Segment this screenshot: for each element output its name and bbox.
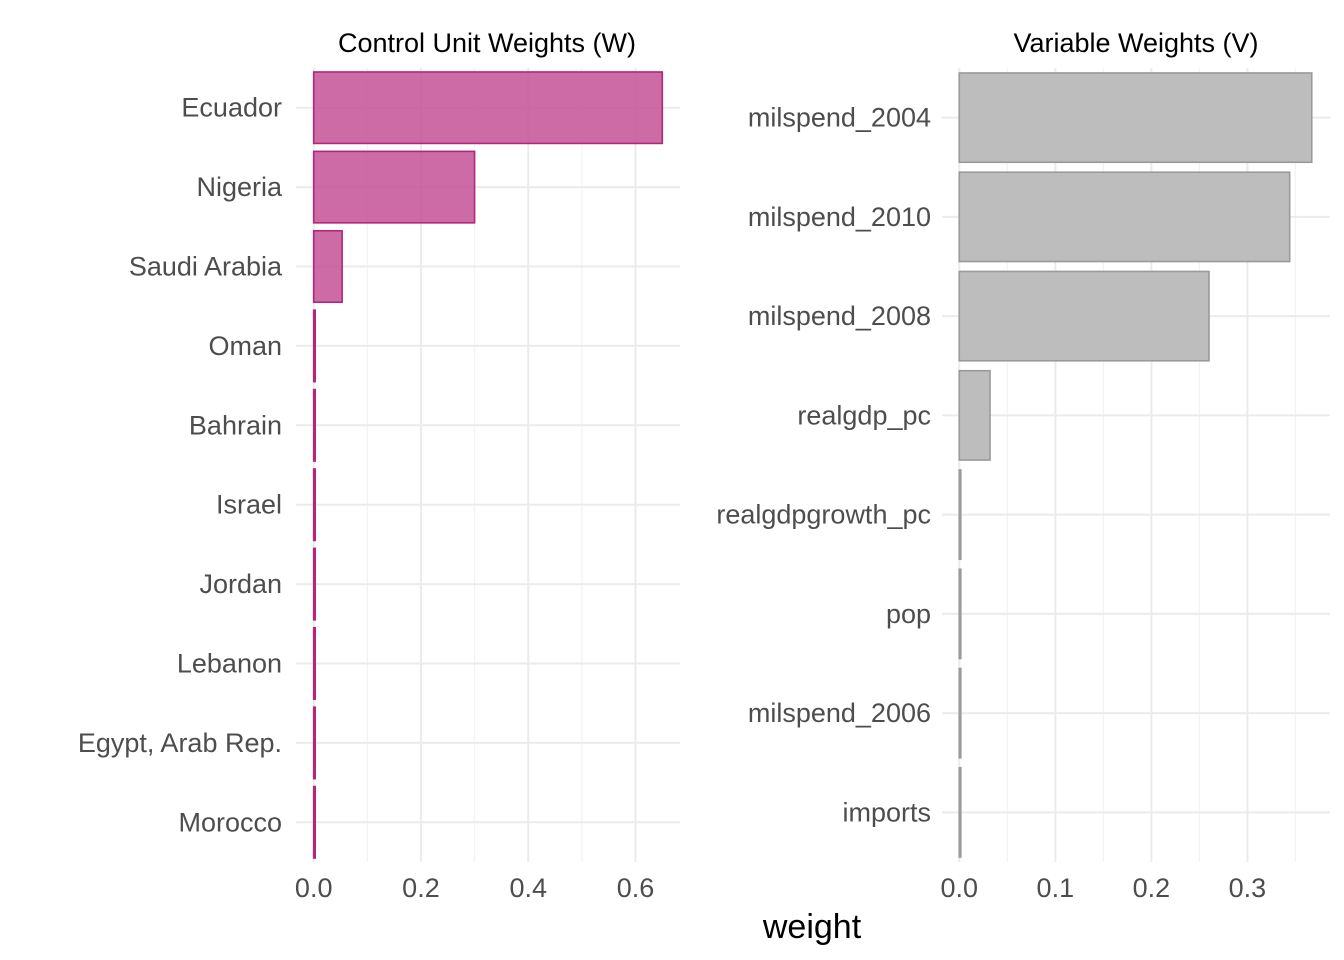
x-tick-label: 0.6 bbox=[617, 873, 655, 903]
category-label-realgdpgrowth-pc: realgdpgrowth_pc bbox=[716, 500, 931, 530]
bar-oman bbox=[312, 309, 316, 383]
x-tick-label: 0.3 bbox=[1229, 873, 1267, 903]
category-label-milspend-2004: milspend_2004 bbox=[748, 103, 931, 133]
bar-realgdpgrowth-pc bbox=[958, 469, 962, 561]
bar-ecuador bbox=[312, 71, 664, 145]
category-label-milspend-2008: milspend_2008 bbox=[748, 301, 931, 331]
category-label-nigeria: Nigeria bbox=[196, 172, 283, 202]
bar-pop bbox=[958, 568, 962, 660]
bar-realgdp-pc bbox=[958, 369, 991, 461]
bar-bahrain bbox=[312, 388, 316, 462]
category-label-imports: imports bbox=[842, 797, 931, 827]
category-label-morocco: Morocco bbox=[178, 807, 282, 837]
bar-jordan bbox=[312, 547, 316, 621]
bar-egypt-arab-rep bbox=[312, 706, 316, 780]
category-label-oman: Oman bbox=[208, 331, 282, 361]
x-axis-title: weight bbox=[762, 908, 862, 946]
x-tick-label: 0.2 bbox=[402, 873, 440, 903]
x-tick-label: 0.4 bbox=[509, 873, 547, 903]
bar-imports bbox=[958, 766, 962, 858]
bar-milspend-2006 bbox=[958, 667, 962, 759]
category-label-jordan: Jordan bbox=[199, 569, 282, 599]
category-label-ecuador: Ecuador bbox=[181, 93, 282, 123]
panel-control-unit-weights: Ecuador Nigeria Saudi Arabia Oman Bahrain Isr… bbox=[78, 28, 680, 903]
bar-israel bbox=[312, 468, 316, 542]
bar-milspend-2008 bbox=[958, 270, 1210, 362]
panel-title: Control Unit Weights (W) bbox=[338, 28, 636, 58]
category-label-realgdp-pc: realgdp_pc bbox=[797, 400, 931, 430]
category-label-milspend-2010: milspend_2010 bbox=[748, 202, 931, 232]
x-tick-label: 0.1 bbox=[1037, 873, 1075, 903]
category-label-egypt-arab-rep: Egypt, Arab Rep. bbox=[78, 728, 282, 758]
category-label-milspend-2006: milspend_2006 bbox=[748, 698, 931, 728]
panel-title: Variable Weights (V) bbox=[1013, 28, 1258, 58]
category-label-israel: Israel bbox=[216, 490, 282, 520]
bar-milspend-2004 bbox=[958, 72, 1313, 164]
category-label-bahrain: Bahrain bbox=[189, 410, 282, 440]
bar-morocco bbox=[312, 785, 316, 859]
x-tick-label: 0.2 bbox=[1133, 873, 1171, 903]
x-tick-label: 0.0 bbox=[295, 873, 333, 903]
bar-milspend-2010 bbox=[958, 171, 1291, 263]
x-tick-label: 0.0 bbox=[941, 873, 979, 903]
category-label-pop: pop bbox=[886, 599, 931, 629]
category-label-lebanon: Lebanon bbox=[177, 649, 282, 679]
bar-lebanon bbox=[312, 626, 316, 701]
bar-nigeria bbox=[312, 150, 476, 224]
category-label-saudi-arabia: Saudi Arabia bbox=[129, 252, 283, 282]
panel-variable-weights: milspend_2004 milspend_2010 milspend_2008r… bbox=[716, 28, 1330, 903]
bar-saudi-arabia bbox=[312, 229, 343, 304]
